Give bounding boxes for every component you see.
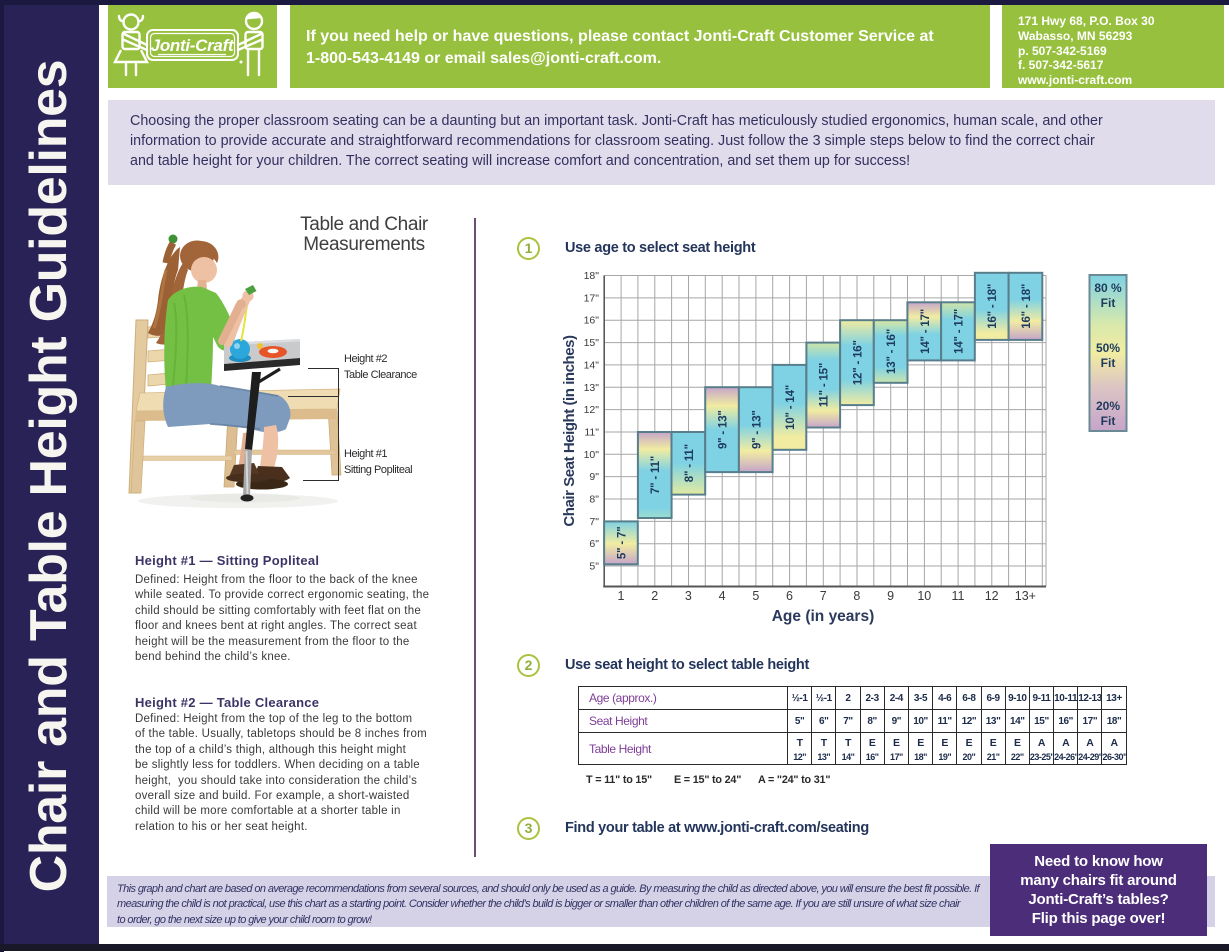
- svg-text:Fit: Fit: [1101, 356, 1116, 370]
- svg-text:8": 8": [589, 494, 599, 506]
- svg-text:11" - 15": 11" - 15": [819, 363, 831, 407]
- svg-text:Fit: Fit: [1101, 414, 1116, 428]
- svg-text:20%: 20%: [1096, 399, 1120, 413]
- svg-text:5: 5: [752, 589, 759, 603]
- svg-text:12" - 16": 12" - 16": [852, 340, 864, 385]
- svg-text:10": 10": [584, 449, 600, 461]
- svg-text:Fit: Fit: [1101, 296, 1116, 310]
- svg-text:12": 12": [584, 404, 600, 416]
- svg-text:8: 8: [853, 589, 860, 603]
- svg-text:15": 15": [584, 337, 600, 349]
- svg-text:13" - 16": 13" - 16": [886, 329, 898, 374]
- svg-text:9" - 13": 9" - 13": [751, 410, 763, 449]
- svg-text:17": 17": [584, 292, 600, 304]
- svg-text:13+: 13+: [1015, 589, 1036, 603]
- svg-text:Jonti-Craft: Jonti-Craft: [151, 36, 235, 55]
- svg-text:14" - 17": 14" - 17": [954, 309, 966, 354]
- svg-text:1: 1: [618, 589, 625, 603]
- svg-text:16": 16": [584, 315, 600, 327]
- svg-text:9: 9: [887, 589, 894, 603]
- svg-text:14" - 17": 14" - 17": [920, 309, 932, 354]
- svg-text:6: 6: [786, 589, 793, 603]
- svg-text:7" - 11": 7" - 11": [650, 456, 662, 494]
- svg-text:5" - 7": 5" - 7": [617, 527, 629, 560]
- svg-text:12: 12: [985, 589, 999, 603]
- svg-text:5": 5": [589, 561, 599, 573]
- svg-text:11": 11": [584, 427, 599, 439]
- svg-text:3: 3: [685, 589, 692, 603]
- svg-text:Chair Seat Height (in inches): Chair Seat Height (in inches): [561, 335, 578, 527]
- svg-text:11: 11: [952, 589, 965, 603]
- svg-text:7: 7: [820, 589, 827, 603]
- svg-text:18": 18": [584, 270, 600, 282]
- svg-text:13": 13": [584, 382, 600, 394]
- svg-text:6": 6": [589, 538, 599, 550]
- svg-text:Chair and Table Height Guideli: Chair and Table Height Guidelines: [20, 60, 78, 893]
- svg-text:7": 7": [589, 516, 599, 528]
- svg-text:10" - 14": 10" - 14": [785, 385, 797, 430]
- svg-text:10: 10: [917, 589, 931, 603]
- svg-text:4: 4: [719, 589, 726, 603]
- svg-text:8" - 11": 8" - 11": [684, 444, 696, 482]
- svg-text:16" - 18": 16" - 18": [1021, 284, 1033, 329]
- svg-text:9" - 13": 9" - 13": [718, 410, 730, 449]
- svg-text:2: 2: [651, 589, 658, 603]
- svg-text:16" - 18": 16" - 18": [987, 284, 999, 329]
- svg-text:14": 14": [584, 359, 600, 371]
- svg-text:Age (in years): Age (in years): [772, 608, 875, 625]
- svg-text:80 %: 80 %: [1094, 281, 1122, 295]
- svg-text:50%: 50%: [1096, 341, 1120, 355]
- svg-text:9": 9": [589, 471, 599, 483]
